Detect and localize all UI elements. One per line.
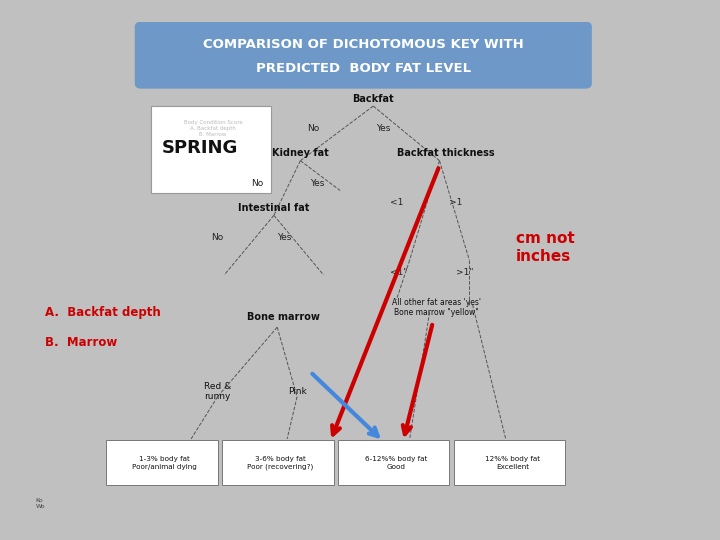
Text: No: No bbox=[212, 233, 224, 242]
FancyBboxPatch shape bbox=[107, 440, 217, 485]
Text: A.  Backfat depth: A. Backfat depth bbox=[45, 306, 161, 319]
Text: 12%% body fat
Excellent: 12%% body fat Excellent bbox=[485, 456, 540, 470]
Text: Red &
runny: Red & runny bbox=[204, 382, 231, 401]
Text: >1: >1 bbox=[449, 198, 463, 207]
Text: <1: <1 bbox=[390, 198, 403, 207]
FancyBboxPatch shape bbox=[135, 22, 592, 89]
FancyBboxPatch shape bbox=[222, 440, 333, 485]
Text: Backfat thickness: Backfat thickness bbox=[397, 148, 495, 158]
Text: COMPARISON OF DICHOTOMOUS KEY WITH: COMPARISON OF DICHOTOMOUS KEY WITH bbox=[203, 38, 523, 51]
Text: All other fat areas 'yes'
Bone marrow "yellow": All other fat areas 'yes' Bone marrow "y… bbox=[392, 298, 481, 317]
Text: SPRING: SPRING bbox=[161, 139, 238, 157]
Text: 6-12%% body fat
Good: 6-12%% body fat Good bbox=[365, 456, 428, 470]
Text: 3-6% body fat
Poor (recovering?): 3-6% body fat Poor (recovering?) bbox=[248, 456, 314, 470]
Text: Bone marrow: Bone marrow bbox=[248, 312, 320, 322]
Text: Body Condition Score
A. Backfat depth
B. Marrow: Body Condition Score A. Backfat depth B.… bbox=[184, 120, 243, 137]
Text: B.  Marrow: B. Marrow bbox=[45, 335, 117, 348]
Text: Kidney fat: Kidney fat bbox=[272, 148, 329, 158]
Text: Backfat: Backfat bbox=[352, 93, 394, 104]
Text: >1": >1" bbox=[456, 268, 474, 277]
FancyBboxPatch shape bbox=[151, 106, 271, 193]
Text: Intestinal fat: Intestinal fat bbox=[238, 203, 310, 213]
Text: No: No bbox=[307, 124, 320, 133]
Text: Ko
Wo: Ko Wo bbox=[35, 498, 45, 509]
Text: Yes: Yes bbox=[376, 124, 390, 133]
Text: 1-3% body fat
Poor/animal dying: 1-3% body fat Poor/animal dying bbox=[132, 456, 197, 470]
Text: Yes: Yes bbox=[310, 179, 324, 187]
Text: PREDICTED  BODY FAT LEVEL: PREDICTED BODY FAT LEVEL bbox=[256, 62, 471, 75]
Text: No: No bbox=[251, 179, 264, 187]
Text: Yes: Yes bbox=[276, 233, 291, 242]
Text: <1": <1" bbox=[390, 268, 408, 277]
Text: cm not
inches: cm not inches bbox=[516, 232, 575, 264]
FancyBboxPatch shape bbox=[338, 440, 449, 485]
FancyBboxPatch shape bbox=[454, 440, 565, 485]
Text: Pink: Pink bbox=[288, 387, 307, 396]
